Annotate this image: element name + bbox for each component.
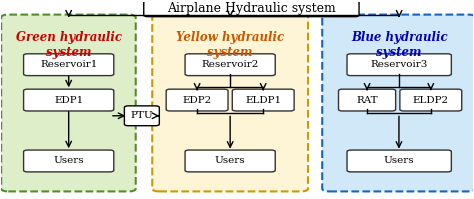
Text: ELDP1: ELDP1 bbox=[245, 96, 281, 104]
Text: EDP2: EDP2 bbox=[182, 96, 212, 104]
Text: ELDP2: ELDP2 bbox=[413, 96, 449, 104]
FancyBboxPatch shape bbox=[338, 89, 396, 111]
Text: PTU: PTU bbox=[130, 111, 153, 120]
Text: Users: Users bbox=[215, 156, 246, 166]
Text: Blue hydraulic
system: Blue hydraulic system bbox=[351, 31, 447, 59]
FancyBboxPatch shape bbox=[24, 54, 114, 76]
Text: Reservoir2: Reservoir2 bbox=[201, 60, 259, 69]
FancyBboxPatch shape bbox=[185, 54, 275, 76]
Text: Green hydraulic
system: Green hydraulic system bbox=[16, 31, 122, 59]
Text: Users: Users bbox=[384, 156, 414, 166]
FancyBboxPatch shape bbox=[1, 15, 136, 191]
Text: RAT: RAT bbox=[356, 96, 378, 104]
Text: Users: Users bbox=[54, 156, 84, 166]
FancyBboxPatch shape bbox=[166, 89, 228, 111]
Text: EDP1: EDP1 bbox=[54, 96, 83, 104]
Text: Airplane Hydraulic system: Airplane Hydraulic system bbox=[167, 2, 336, 15]
FancyBboxPatch shape bbox=[24, 150, 114, 172]
FancyBboxPatch shape bbox=[124, 106, 159, 126]
Text: Yellow hydraulic
system: Yellow hydraulic system bbox=[176, 31, 284, 59]
FancyBboxPatch shape bbox=[347, 54, 451, 76]
FancyBboxPatch shape bbox=[322, 15, 474, 191]
FancyBboxPatch shape bbox=[232, 89, 294, 111]
FancyBboxPatch shape bbox=[185, 150, 275, 172]
FancyBboxPatch shape bbox=[144, 1, 359, 17]
FancyBboxPatch shape bbox=[400, 89, 462, 111]
FancyBboxPatch shape bbox=[347, 150, 451, 172]
FancyBboxPatch shape bbox=[152, 15, 308, 191]
Text: Reservoir3: Reservoir3 bbox=[371, 60, 428, 69]
Text: Reservoir1: Reservoir1 bbox=[40, 60, 97, 69]
FancyBboxPatch shape bbox=[24, 89, 114, 111]
